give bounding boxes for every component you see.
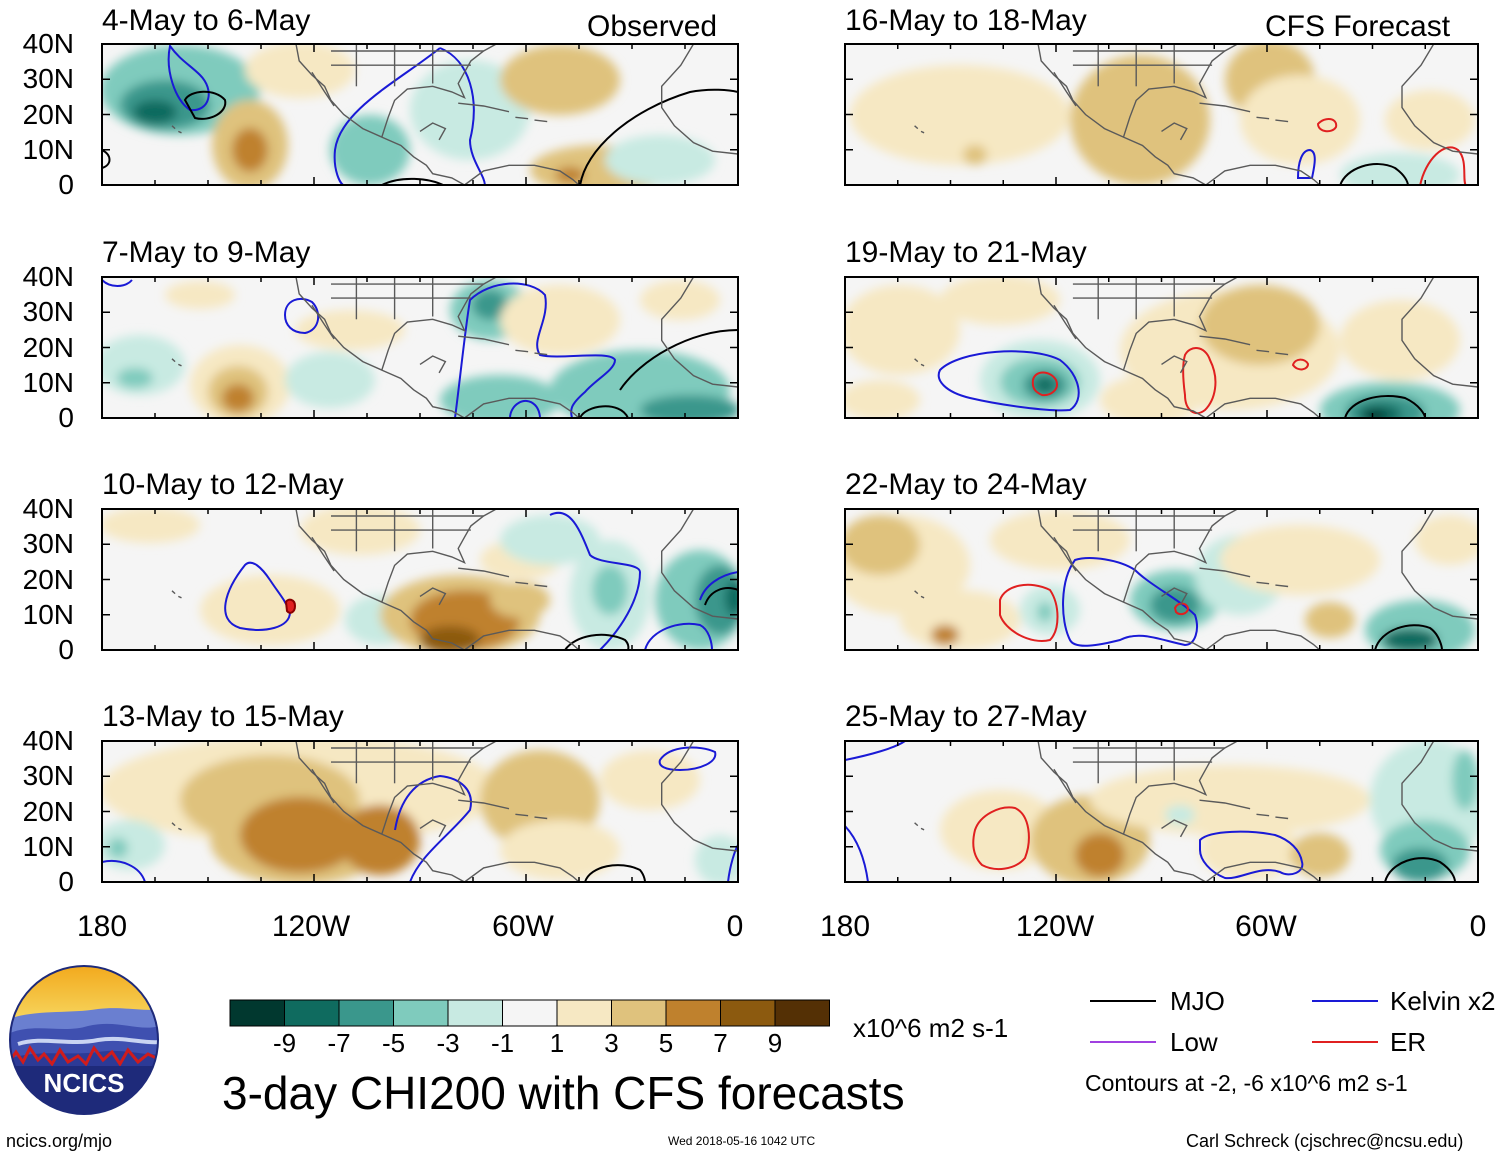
map-panel-5 — [102, 509, 738, 650]
panel-title-4: 19-May to 21-May — [845, 236, 1087, 269]
lat-label: 0 — [58, 169, 74, 200]
lat-label: 40N — [22, 261, 74, 292]
colorbar-swatch — [338, 999, 394, 1027]
lon-label-left-180: 180 — [76, 910, 128, 943]
colorbar-swatch — [393, 999, 449, 1027]
colorbar-label: -5 — [381, 1028, 406, 1058]
lat-label: 30N — [22, 760, 74, 792]
lon-label-right-60w: 60W — [1235, 910, 1297, 943]
legend-label-mjo: MJO — [1170, 986, 1225, 1016]
map-panel-7 — [102, 741, 738, 882]
panel-title-7: 13-May to 15-May — [102, 700, 344, 733]
panel-frames — [101, 43, 1479, 883]
colorbar-label: 1 — [549, 1028, 565, 1058]
coastline-panel-4 — [914, 276, 1479, 419]
lon-label-right-180: 180 — [819, 910, 871, 943]
lat-label: 0 — [58, 866, 74, 897]
coastline-panel-5 — [171, 508, 739, 651]
panel-label-cfs-forecast: CFS Forecast — [1265, 10, 1451, 43]
legend-lines — [1090, 1000, 1378, 1043]
lat-label: 30N — [22, 528, 74, 560]
lon-label-right-120w: 120W — [1015, 910, 1095, 943]
map-panel-2 — [845, 44, 1478, 185]
lat-label: 20N — [22, 795, 74, 827]
colorbar-label: 9 — [767, 1028, 783, 1058]
lon-label-left-0: 0 — [726, 910, 744, 943]
lat-label: 40N — [22, 28, 74, 59]
lat-label: 40N — [22, 725, 74, 756]
lat-label: 0 — [58, 634, 74, 665]
colorbar-swatch — [665, 999, 721, 1027]
colorbar-swatch — [229, 999, 285, 1027]
coastlines — [171, 43, 1479, 883]
colorbar — [229, 999, 830, 1027]
map-panel-3 — [102, 277, 738, 418]
legend-label-kelvin: Kelvin x2 — [1390, 986, 1496, 1016]
panel-title-3: 7-May to 9-May — [102, 236, 311, 269]
coastline-panel-3 — [171, 276, 739, 419]
colorbar-swatch — [774, 999, 830, 1027]
colorbar-label: -3 — [436, 1028, 460, 1058]
lat-label: 20N — [22, 98, 74, 130]
panel-title-6: 22-May to 24-May — [845, 468, 1087, 501]
colorbar-label: -1 — [490, 1028, 515, 1058]
colorbar-swatch — [284, 999, 340, 1027]
lon-label-left-120w: 120W — [271, 910, 351, 943]
legend-label-low: Low — [1170, 1027, 1218, 1057]
ncics-logo[interactable]: NCICS — [8, 964, 160, 1116]
colorbar-label: -9 — [272, 1028, 297, 1058]
coastline-panel-1 — [171, 43, 739, 186]
lat-label: 30N — [22, 63, 74, 95]
lat-label: 20N — [22, 563, 74, 595]
main-title: 3-day CHI200 with CFS forecasts — [222, 1067, 905, 1119]
lon-label-right-0: 0 — [1469, 910, 1487, 943]
colorbar-swatch — [720, 999, 776, 1027]
footer-timestamp: Wed 2018-05-16 1042 UTC — [668, 1134, 816, 1148]
panel-title-5: 10-May to 12-May — [102, 468, 344, 501]
footer-url[interactable]: ncics.org/mjo — [6, 1131, 113, 1151]
lat-label: 10N — [22, 598, 74, 630]
lat-label: 10N — [22, 133, 74, 165]
colorbar-label: -7 — [327, 1028, 351, 1058]
colorbar-label: 7 — [713, 1028, 728, 1058]
lat-label: 40N — [22, 493, 74, 524]
map-panel-6 — [845, 509, 1478, 650]
colorbar-swatch — [556, 999, 612, 1027]
lat-label: 10N — [22, 366, 74, 398]
colorbar-units: x10^6 m2 s-1 — [853, 1013, 1009, 1043]
footer-author: Carl Schreck (cjschrec@ncsu.edu) — [1186, 1131, 1464, 1151]
contours-note: Contours at -2, -6 x10^6 m2 s-1 — [1085, 1070, 1408, 1096]
logo-text: NCICS — [44, 1068, 125, 1098]
lon-label-left-60w: 60W — [492, 910, 554, 943]
panel-label-observed: Observed — [587, 10, 718, 43]
legend-label-er: ER — [1390, 1027, 1427, 1057]
panel-title-2: 16-May to 18-May — [845, 4, 1087, 37]
coastline-panel-7 — [171, 740, 739, 883]
map-panel-4 — [845, 277, 1478, 418]
coastline-panel-6 — [914, 508, 1479, 651]
colorbar-swatch — [502, 999, 558, 1027]
coastline-panel-8 — [914, 740, 1479, 883]
lat-label: 30N — [22, 296, 74, 328]
lat-label: 0 — [58, 402, 74, 433]
coastline-panel-2 — [914, 43, 1479, 186]
colorbar-swatch — [447, 999, 503, 1027]
lat-label: 20N — [22, 331, 74, 363]
panel-title-8: 25-May to 27-May — [845, 700, 1087, 733]
colorbar-swatch — [611, 999, 667, 1027]
colorbar-label: 5 — [658, 1028, 674, 1058]
lat-label: 10N — [22, 830, 74, 862]
panel-title-1: 4-May to 6-May — [102, 4, 311, 37]
colorbar-label: 3 — [604, 1028, 619, 1058]
map-panel-1 — [102, 44, 738, 185]
